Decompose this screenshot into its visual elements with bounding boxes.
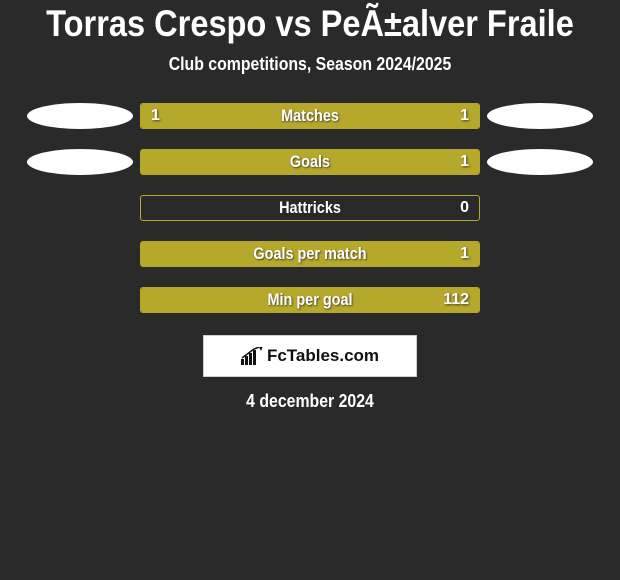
player-avatar-left: [27, 103, 133, 129]
stat-label: Min per goal: [166, 288, 453, 312]
stat-row: Min per goal112: [0, 287, 620, 313]
stat-value-right: 1: [460, 104, 469, 128]
left-avatar-slot: [20, 103, 140, 129]
footer-date: 4 december 2024: [37, 391, 583, 412]
logo: FcTables.com: [241, 346, 379, 366]
stat-row: Matches11: [0, 103, 620, 129]
stat-value-right: 112: [443, 288, 469, 312]
page-title: Torras Crespo vs PeÃ±alver Fraile: [37, 2, 583, 46]
logo-text: FcTables.com: [267, 346, 379, 366]
player-avatar-right: [487, 103, 593, 129]
stat-bar: Goals 1: [140, 149, 480, 175]
page-subtitle: Club competitions, Season 2024/2025: [37, 54, 583, 75]
right-avatar-slot: [480, 103, 600, 129]
player-avatar-right: [487, 149, 593, 175]
stat-bar: Goals per match 1: [140, 241, 480, 267]
comparison-infographic: Torras Crespo vs PeÃ±alver Fraile Club c…: [0, 0, 620, 580]
stat-label: Hattricks: [166, 196, 453, 220]
stat-value-right: 1: [460, 242, 469, 266]
left-avatar-slot: [20, 149, 140, 175]
stat-bar: Hattricks 0: [140, 195, 480, 221]
stat-label: Goals per match: [166, 242, 453, 266]
stat-label: Matches: [166, 104, 453, 128]
player-avatar-left: [27, 149, 133, 175]
logo-box: FcTables.com: [203, 335, 417, 377]
stat-row: Hattricks 0: [0, 195, 620, 221]
stat-bar: Min per goal112: [140, 287, 480, 313]
stat-rows: Matches11Goals1Hattricks0Goals per match…: [0, 103, 620, 313]
stat-bar: Matches11: [140, 103, 480, 129]
stat-value-right: 0: [460, 196, 469, 220]
stat-label: Goals: [166, 150, 453, 174]
right-avatar-slot: [480, 149, 600, 175]
barchart-icon: [241, 347, 263, 365]
stat-row: Goals 1: [0, 149, 620, 175]
stat-row: Goals per match 1: [0, 241, 620, 267]
stat-value-left: 1: [151, 104, 160, 128]
stat-value-right: 1: [460, 150, 469, 174]
